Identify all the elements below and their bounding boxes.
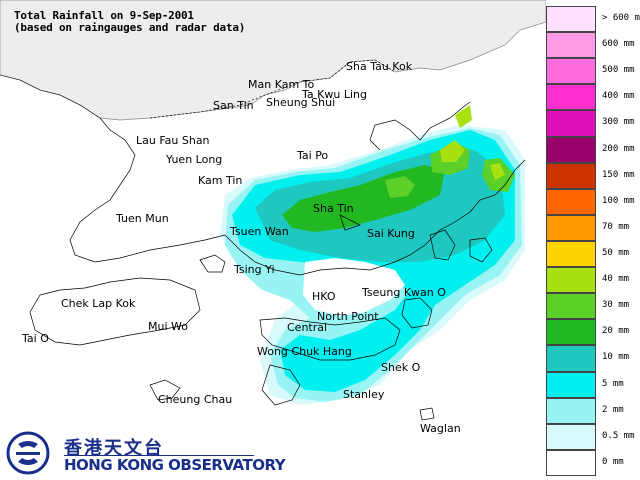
legend-swatch bbox=[546, 32, 596, 59]
legend-swatch bbox=[546, 423, 596, 450]
place-tai-o: Tai O bbox=[22, 332, 49, 345]
rain-zone-40mm-a bbox=[440, 140, 465, 162]
legend-swatch bbox=[546, 267, 596, 294]
place-tai-po: Tai Po bbox=[297, 149, 329, 162]
legend-label: 20 mm bbox=[602, 326, 630, 337]
place-tuen-mun: Tuen Mun bbox=[116, 212, 169, 225]
logo-chinese-text: 香港天文台 bbox=[64, 438, 164, 459]
place-waglan: Waglan bbox=[420, 422, 461, 435]
legend-label: 50 mm bbox=[602, 248, 630, 259]
legend-row: > 600 mm bbox=[546, 6, 640, 33]
rain-zone-30mm-a bbox=[385, 176, 415, 198]
legend-label: 600 mm bbox=[602, 39, 635, 50]
legend-row: 40 mm bbox=[546, 267, 640, 294]
legend-label: 0 mm bbox=[602, 456, 624, 467]
rainfall-legend: > 600 mm 600 mm 500 mm 400 mm 300 mm 200 mm 15… bbox=[546, 6, 640, 476]
legend-row: 400 mm bbox=[546, 84, 640, 111]
legend-swatch bbox=[546, 345, 596, 372]
place-chek-lap-kok: Chek Lap Kok bbox=[61, 297, 136, 310]
legend-swatch bbox=[546, 84, 596, 111]
legend-swatch bbox=[546, 58, 596, 85]
place-cheung-chau: Cheung Chau bbox=[158, 393, 233, 406]
legend-row: 600 mm bbox=[546, 32, 640, 59]
legend-label: 100 mm bbox=[602, 195, 635, 206]
legend-label: 30 mm bbox=[602, 300, 630, 311]
legend-label: 400 mm bbox=[602, 91, 635, 102]
legend-swatch bbox=[546, 110, 596, 137]
legend-label: 200 mm bbox=[602, 143, 635, 154]
logo-divider bbox=[64, 455, 254, 456]
map-canvas bbox=[0, 0, 546, 421]
legend-row: 500 mm bbox=[546, 58, 640, 85]
place-sha-tau-kok: Sha Tau Kok bbox=[346, 60, 413, 73]
legend-label: > 600 mm bbox=[602, 13, 640, 24]
legend-swatch bbox=[546, 449, 596, 476]
legend-row: 2 mm bbox=[546, 397, 640, 424]
place-sai-kung: Sai Kung bbox=[367, 227, 415, 240]
legend-row: 70 mm bbox=[546, 214, 640, 241]
legend-row: 5 mm bbox=[546, 371, 640, 398]
place-kam-tin: Kam Tin bbox=[198, 174, 243, 187]
legend-label: 2 mm bbox=[602, 404, 624, 415]
hko-logo-icon bbox=[6, 431, 50, 475]
legend-label: 150 mm bbox=[602, 169, 635, 180]
legend-row: 0 mm bbox=[546, 449, 640, 476]
rainfall-map: Total Rainfall on 9-Sep-2001 (based on r… bbox=[0, 0, 546, 475]
place-man-kam-to: Man Kam To bbox=[248, 78, 315, 91]
legend-label: 5 mm bbox=[602, 378, 624, 389]
legend-swatch bbox=[546, 162, 596, 189]
place-mui-wo: Mui Wo bbox=[148, 320, 188, 333]
rain-zone-40mm-b bbox=[490, 163, 505, 180]
legend-swatch bbox=[546, 188, 596, 215]
legend-row: 300 mm bbox=[546, 110, 640, 137]
legend-label: 500 mm bbox=[602, 65, 635, 76]
place-stanley: Stanley bbox=[343, 388, 385, 401]
legend-swatch bbox=[546, 293, 596, 320]
place-shek-o: Shek O bbox=[381, 361, 421, 374]
legend-row: 10 mm bbox=[546, 345, 640, 372]
place-san-tin: San Tin bbox=[213, 99, 254, 112]
place-sha-tin: Sha Tin bbox=[313, 202, 354, 215]
place-north-point: North Point bbox=[317, 310, 379, 323]
legend-label: 40 mm bbox=[602, 274, 630, 285]
place-yuen-long: Yuen Long bbox=[166, 153, 223, 166]
map-subtitle: (based on raingauges and radar data) bbox=[14, 21, 246, 34]
place-ta-kwu-ling: Ta Kwu Ling bbox=[302, 88, 367, 101]
rain-zone-40mm-c bbox=[455, 105, 472, 128]
legend-label: 300 mm bbox=[602, 117, 635, 128]
legend-row: 0.5 mm bbox=[546, 423, 640, 450]
legend-label: 0.5 mm bbox=[602, 430, 635, 441]
place-hko: HKO bbox=[312, 290, 336, 303]
place-wong-chuk-hang: Wong Chuk Hang bbox=[257, 345, 352, 358]
place-tsing-yi: Tsing Yi bbox=[234, 263, 275, 276]
legend-row: 100 mm bbox=[546, 188, 640, 215]
legend-swatch bbox=[546, 241, 596, 268]
legend-swatch bbox=[546, 397, 596, 424]
coastlines bbox=[29, 101, 526, 421]
place-lau-fau-shan: Lau Fau Shan bbox=[136, 134, 210, 147]
place-tseung-kwan-o: Tseung Kwan O bbox=[362, 286, 446, 299]
harbour-clear-area bbox=[303, 258, 405, 316]
legend-row: 20 mm bbox=[546, 319, 640, 346]
legend-row: 30 mm bbox=[546, 293, 640, 320]
legend-swatch bbox=[546, 136, 596, 163]
place-tsuen-wan: Tsuen Wan bbox=[230, 225, 289, 238]
legend-swatch bbox=[546, 371, 596, 398]
legend-label: 10 mm bbox=[602, 352, 630, 363]
legend-swatch bbox=[546, 319, 596, 346]
mainland-west-coast bbox=[0, 74, 101, 119]
legend-label: 70 mm bbox=[602, 221, 630, 232]
logo-english-text: HONG KONG OBSERVATORY bbox=[64, 456, 286, 474]
legend-row: 50 mm bbox=[546, 241, 640, 268]
place-sheung-shui: Sheung Shui bbox=[266, 96, 336, 109]
place-central: Central bbox=[287, 321, 328, 334]
legend-row: 200 mm bbox=[546, 136, 640, 163]
legend-row: 150 mm bbox=[546, 162, 640, 189]
legend-swatch bbox=[546, 6, 596, 33]
legend-swatch bbox=[546, 214, 596, 241]
map-title: Total Rainfall on 9-Sep-2001 bbox=[14, 9, 194, 22]
